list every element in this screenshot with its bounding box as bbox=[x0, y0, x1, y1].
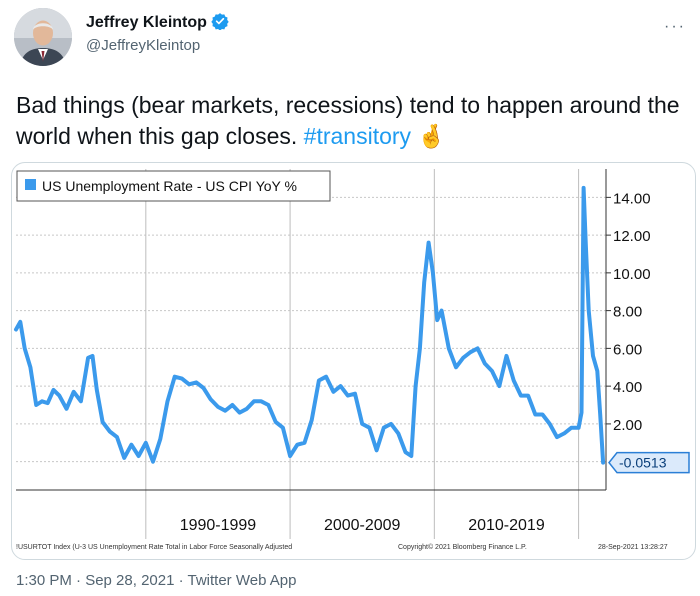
period-labels: 1990-1999 2000-2009 2010-2019 bbox=[180, 517, 545, 534]
tweet-timestamp[interactable]: 1:30 PM · Sep 28, 2021 · Twitter Web App bbox=[16, 572, 297, 589]
y-tick-label-6: 14.00 bbox=[613, 190, 651, 207]
footer-copyright: Copyright© 2021 Bloomberg Finance L.P. bbox=[398, 543, 527, 551]
author-handle[interactable]: @JeffreyKleintop bbox=[86, 37, 201, 54]
footer-date: 28-Sep-2021 13:28:27 bbox=[598, 544, 668, 551]
series-line-us-unemployment-minus-cpi bbox=[14, 185, 606, 465]
verified-badge-icon bbox=[211, 12, 229, 35]
y-tick-label-5: 12.00 bbox=[613, 228, 651, 245]
hashtag-link[interactable]: #transitory bbox=[303, 123, 412, 149]
tweet-body: Bad things (bear markets, recessions) te… bbox=[16, 92, 680, 149]
y-tick-label-4: 10.00 bbox=[613, 266, 651, 283]
crossed-fingers-emoji: 🤞 bbox=[417, 123, 447, 149]
chart-svg: 2.00 4.00 6.00 8.00 10.00 12.00 14.00 1990-199… bbox=[14, 169, 690, 551]
author-name-text: Jeffrey Kleintop bbox=[86, 14, 207, 31]
avatar-portrait-icon bbox=[14, 8, 72, 66]
chart-period-dividers bbox=[16, 169, 606, 539]
chart-image[interactable]: 2.00 4.00 6.00 8.00 10.00 12.00 14.00 1990-199… bbox=[11, 162, 696, 560]
y-tick-label-2: 6.00 bbox=[613, 341, 642, 358]
more-options-icon[interactable]: ··· bbox=[664, 18, 686, 35]
y-tick-label-3: 8.00 bbox=[613, 304, 642, 321]
current-value-label: -0.0513 bbox=[619, 455, 667, 471]
period-label-0: 1990-1999 bbox=[180, 517, 257, 534]
y-tick-label-1: 4.00 bbox=[613, 379, 642, 396]
avatar[interactable] bbox=[14, 8, 72, 66]
author-name[interactable]: Jeffrey Kleintop bbox=[86, 12, 229, 35]
period-label-1: 2000-2009 bbox=[324, 517, 401, 534]
tweet-text: Bad things (bear markets, recessions) te… bbox=[16, 90, 686, 152]
footer-source: !USURTOT Index (U-3 US Unemployment Rate… bbox=[16, 544, 292, 551]
current-value-marker: -0.0513 bbox=[608, 451, 690, 474]
legend-text: US Unemployment Rate - US CPI YoY % bbox=[42, 178, 297, 194]
y-tick-labels: 2.00 4.00 6.00 8.00 10.00 12.00 14.00 bbox=[606, 190, 651, 434]
period-label-2: 2010-2019 bbox=[468, 517, 545, 534]
chart-legend: US Unemployment Rate - US CPI YoY % bbox=[16, 170, 331, 202]
y-tick-label-0: 2.00 bbox=[613, 417, 642, 434]
legend-swatch bbox=[25, 179, 36, 190]
